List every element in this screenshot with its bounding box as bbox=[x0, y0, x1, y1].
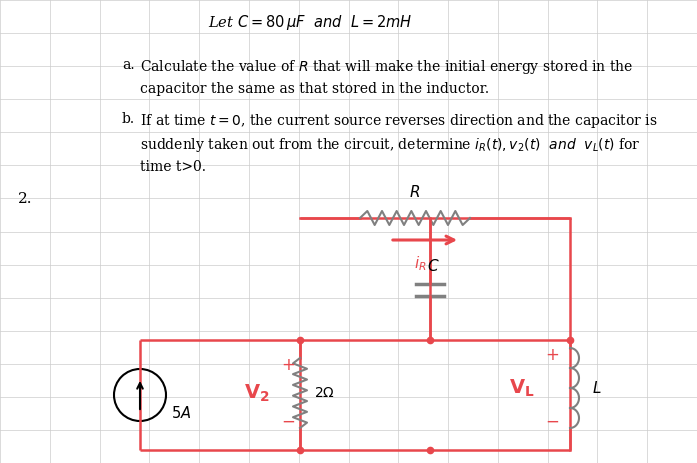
Text: 2.: 2. bbox=[18, 192, 33, 206]
Text: $i_R$: $i_R$ bbox=[414, 254, 427, 273]
Text: $C$: $C$ bbox=[427, 258, 439, 274]
Text: $-$: $-$ bbox=[545, 412, 559, 430]
Text: a.: a. bbox=[122, 58, 135, 72]
Text: If at time $t=0$, the current source reverses direction and the capacitor is
sud: If at time $t=0$, the current source rev… bbox=[140, 112, 658, 174]
Text: $-$: $-$ bbox=[281, 412, 295, 430]
Text: $\mathbf{V_L}$: $\mathbf{V_L}$ bbox=[510, 377, 535, 399]
Text: Calculate the value of $R$ that will make the initial energy stored in the
capac: Calculate the value of $R$ that will mak… bbox=[140, 58, 633, 95]
Text: $5A$: $5A$ bbox=[171, 405, 191, 421]
Text: $\mathbf{V_2}$: $\mathbf{V_2}$ bbox=[245, 382, 270, 404]
Text: b.: b. bbox=[122, 112, 135, 126]
Text: $L$: $L$ bbox=[592, 380, 602, 396]
Text: $+$: $+$ bbox=[281, 356, 295, 374]
Text: $2\Omega$: $2\Omega$ bbox=[314, 386, 335, 400]
Text: $R$: $R$ bbox=[409, 184, 420, 200]
Text: $+$: $+$ bbox=[545, 346, 559, 364]
Text: Let $C = 80\,\mu F$  $and$  $L = 2mH$: Let $C = 80\,\mu F$ $and$ $L = 2mH$ bbox=[208, 13, 412, 31]
